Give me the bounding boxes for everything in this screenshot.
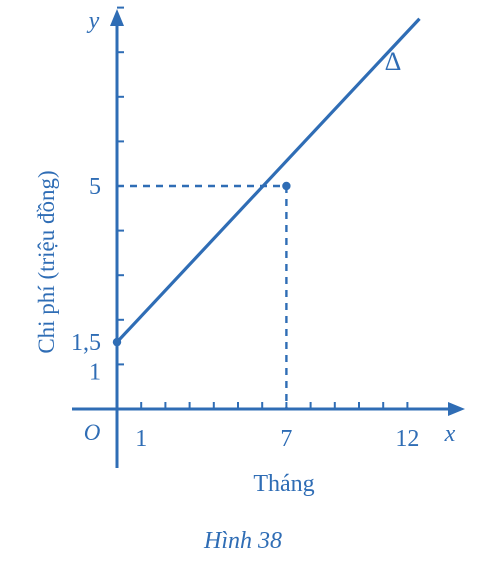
y-tick-label: 5 — [89, 174, 101, 200]
data-point — [112, 337, 122, 347]
y-tick-label: 1 — [89, 359, 101, 385]
series-line — [115, 17, 421, 344]
x-axis-symbol: x — [444, 421, 456, 447]
line-label: Δ — [385, 47, 402, 76]
y-axis-arrow — [110, 9, 124, 26]
points — [112, 181, 291, 347]
y-tick-label: 1,5 — [71, 330, 101, 356]
origin-label: O — [84, 420, 101, 445]
x-tick-label: 1 — [135, 426, 147, 452]
x-axis-arrow — [448, 402, 465, 416]
axes — [72, 6, 465, 468]
y-axis-symbol: y — [87, 8, 100, 34]
x-tick-label: 12 — [395, 426, 419, 452]
figure-caption: Hình 38 — [203, 528, 282, 554]
tick-labels: 1 7 12 1 1,5 5 — [71, 174, 419, 452]
data-point — [282, 181, 291, 191]
y-axis-label: Chi phí (triệu đồng) — [34, 170, 59, 353]
series — [115, 17, 421, 344]
x-tick-label: 7 — [280, 426, 292, 452]
x-axis-label: Tháng — [253, 471, 314, 497]
guide-lines — [117, 184, 288, 409]
